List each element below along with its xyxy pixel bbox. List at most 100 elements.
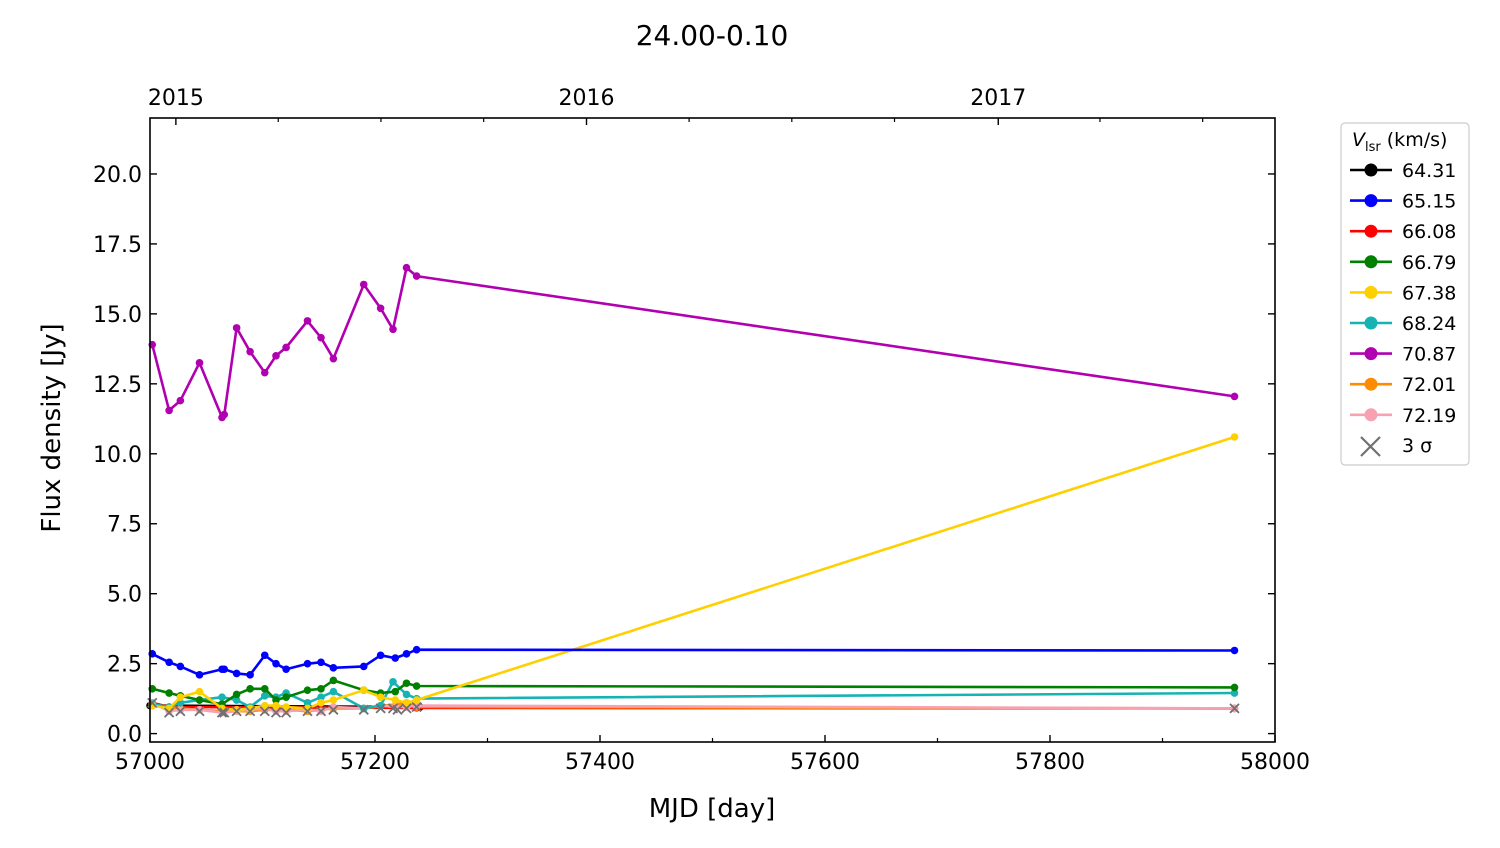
data-point <box>303 659 312 668</box>
legend-items: 64.31 65.15 66.08 66.79 67.38 68.24 70.87 72.01… <box>1350 160 1456 427</box>
x-tick-label: 58000 <box>1240 750 1310 775</box>
data-point <box>260 368 269 377</box>
upper-limit-marker <box>259 706 270 717</box>
legend-marker <box>1364 163 1378 177</box>
top-tick-label: 2015 <box>148 86 204 111</box>
upper-limit-markers <box>147 697 1240 718</box>
legend-label: 70.87 <box>1402 344 1456 366</box>
data-point <box>317 685 325 693</box>
legend-label: 65.15 <box>1402 191 1456 213</box>
data-point <box>402 679 411 688</box>
data-point <box>272 659 280 668</box>
upper-limit-marker <box>358 704 369 715</box>
upper-limit-marker <box>216 707 228 718</box>
data-point <box>260 701 269 710</box>
data-point <box>412 682 421 690</box>
top-axis: 2015 2016 2017 <box>148 86 1204 125</box>
data-point <box>232 690 241 699</box>
data-point <box>176 693 185 702</box>
legend-marker <box>1364 224 1378 238</box>
upper-limit-marker <box>175 706 186 717</box>
series-line <box>151 648 1235 677</box>
legend-title-sub: lsr <box>1365 140 1381 155</box>
data-point <box>402 699 411 707</box>
upper-limit-marker <box>392 704 403 715</box>
y-tick-label: 0.0 <box>107 723 142 748</box>
legend-label: 64.31 <box>1402 160 1456 182</box>
data-point <box>195 696 204 704</box>
data-point <box>282 703 290 711</box>
legend-title-main: V <box>1352 129 1367 151</box>
data-point <box>220 665 229 674</box>
data-point <box>359 686 368 695</box>
data-point <box>272 352 280 360</box>
data-point <box>317 333 325 342</box>
y-axis: 0.0 2.5 5.0 7.5 10.0 12.5 15.0 17.5 20.0 <box>93 163 1275 748</box>
data-point <box>359 662 368 671</box>
y-tick-label: 2.5 <box>107 653 142 678</box>
x-tick-label: 57400 <box>565 750 635 775</box>
data-point <box>165 406 173 415</box>
legend-item: 72.01 <box>1350 374 1456 396</box>
legend-sigma-marker <box>1360 436 1381 457</box>
legend-marker <box>1364 347 1378 361</box>
upper-limit-marker <box>1229 703 1240 714</box>
legend-item: 67.38 <box>1350 282 1456 304</box>
legend-item: 68.24 <box>1350 313 1456 335</box>
legend-sigma-label: 3 σ <box>1402 435 1432 457</box>
data-point <box>260 685 269 693</box>
legend-label: 66.79 <box>1402 252 1456 274</box>
data-point <box>1230 433 1239 441</box>
data-point <box>246 685 254 693</box>
x-axis-label: MJD [day] <box>649 794 776 824</box>
data-point <box>329 354 338 363</box>
legend-label: 66.08 <box>1402 221 1456 243</box>
data-point <box>389 678 397 686</box>
chart-title: 24.00-0.10 <box>636 19 789 52</box>
series-line <box>152 435 1235 712</box>
data-point <box>260 651 269 660</box>
data-point <box>412 701 421 710</box>
data-point <box>391 687 400 696</box>
plot-area <box>146 263 1240 718</box>
y-tick-label: 5.0 <box>107 583 142 608</box>
series-70.87 <box>148 263 1239 422</box>
legend-title-rest: (km/s) <box>1381 129 1448 151</box>
legend-item: 65.15 <box>1350 191 1456 213</box>
legend-marker <box>1364 316 1378 330</box>
data-point <box>232 696 241 704</box>
data-point <box>317 658 325 667</box>
upper-limit-marker <box>315 706 327 717</box>
data-point <box>402 690 411 699</box>
y-tick-label: 17.5 <box>93 233 142 258</box>
legend-label: 67.38 <box>1402 282 1456 304</box>
data-point <box>232 706 241 714</box>
legend-item: 64.31 <box>1350 160 1456 182</box>
upper-limit-marker <box>244 706 256 717</box>
data-point <box>232 669 241 678</box>
data-point <box>359 280 368 289</box>
data-point <box>282 665 290 674</box>
series-67.38 <box>148 433 1239 714</box>
data-point <box>1230 683 1239 692</box>
data-point <box>303 317 312 325</box>
data-point <box>232 324 241 332</box>
top-tick-label: 2017 <box>970 86 1026 111</box>
data-point <box>391 654 400 662</box>
legend: Vlsr (km/s) 64.31 65.15 66.08 66.79 67.38 68.… <box>1340 122 1470 466</box>
data-point <box>195 687 204 696</box>
upper-limit-marker <box>280 707 292 718</box>
legend-item: 72.19 <box>1350 405 1456 427</box>
data-point <box>165 658 173 667</box>
data-point <box>195 671 204 679</box>
legend-label: 72.01 <box>1402 374 1456 396</box>
data-point <box>260 692 269 700</box>
data-point <box>1230 646 1239 655</box>
data-point <box>282 693 290 702</box>
data-point <box>272 696 280 704</box>
legend-item: 66.08 <box>1350 221 1456 243</box>
plot-frame <box>149 117 1276 743</box>
upper-limit-marker <box>375 703 386 714</box>
data-point <box>303 686 312 695</box>
